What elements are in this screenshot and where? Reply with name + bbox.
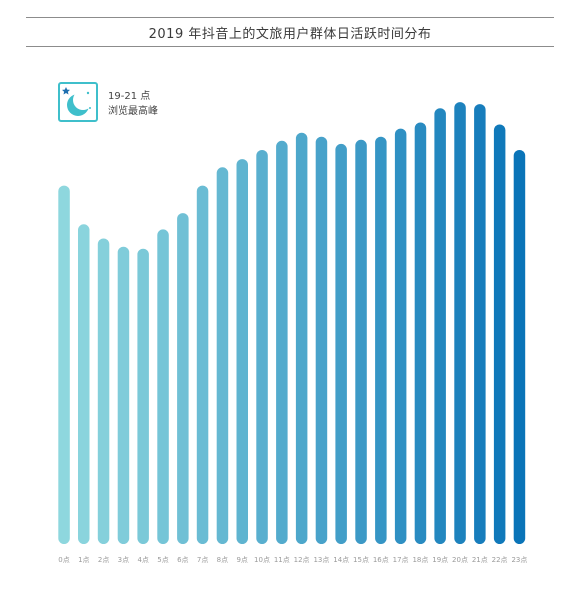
chart-title-bar: 2019 年抖音上的文旅用户群体日活跃时间分布 (26, 17, 554, 47)
bar-11 (276, 140, 288, 545)
bar-17 (394, 128, 407, 544)
x-tick-label: 14点 (333, 556, 349, 564)
chart-title: 2019 年抖音上的文旅用户群体日活跃时间分布 (148, 26, 432, 42)
bar-5 (157, 229, 169, 544)
x-tick-label: 22点 (492, 556, 508, 564)
x-tick-label: 18点 (412, 556, 428, 564)
bar-0 (58, 185, 70, 544)
bar-2 (97, 238, 110, 544)
x-tick-label: 0点 (58, 556, 69, 564)
bar-7 (196, 185, 209, 544)
x-tick-label: 23点 (511, 556, 527, 564)
x-tick-label: 15点 (353, 556, 369, 564)
x-tick-label: 3点 (118, 556, 129, 564)
peak-callout-time: 19-21 点 (108, 91, 151, 102)
x-tick-label: 12点 (294, 556, 310, 564)
bar-18 (414, 122, 427, 544)
bar-8 (216, 167, 229, 545)
x-tick-label: 7点 (197, 556, 208, 564)
x-tick-label: 5点 (157, 556, 168, 564)
bar-14 (335, 143, 347, 544)
x-tick-label: 17点 (393, 556, 409, 564)
x-tick-label: 8点 (217, 556, 228, 564)
x-tick-label: 19点 (432, 556, 448, 564)
x-tick-label: 13点 (313, 556, 329, 564)
x-tick-label: 20点 (452, 556, 468, 564)
bar-9 (236, 159, 248, 544)
moon-stars-icon-graphic (62, 87, 93, 116)
bar-20 (454, 102, 466, 544)
bar-21 (474, 104, 486, 544)
x-tick-label: 11点 (274, 556, 290, 564)
bar-1 (78, 224, 90, 545)
bar-16 (375, 136, 387, 544)
bar-23 (513, 150, 526, 544)
bar-6 (177, 213, 189, 544)
x-tick-label: 6点 (177, 556, 188, 564)
x-tick-label: 1点 (78, 556, 89, 564)
x-tick-label: 4点 (137, 556, 148, 564)
x-tick-label: 10点 (254, 556, 270, 564)
bar-22 (493, 124, 506, 544)
x-tick-label: 2点 (98, 556, 109, 564)
bar-3 (117, 246, 130, 544)
moon-stars-icon (58, 82, 98, 122)
bar-4 (137, 248, 149, 544)
bar-13 (315, 136, 328, 544)
x-tick-label: 21点 (472, 556, 488, 564)
bar-15 (355, 139, 367, 545)
bar-12 (295, 132, 308, 544)
peak-callout: 19-21 点 浏览最高峰 (108, 89, 158, 119)
x-tick-label: 16点 (373, 556, 389, 564)
x-tick-label: 9点 (236, 556, 247, 564)
bar-10 (256, 150, 268, 544)
bar-19 (434, 108, 446, 544)
peak-callout-text: 浏览最高峰 (108, 106, 158, 117)
